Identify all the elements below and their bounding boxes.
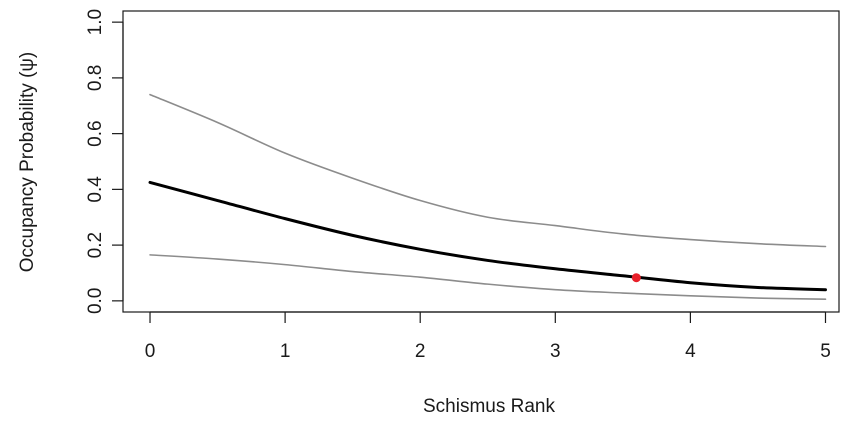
y-tick-label: 1.0 [85,9,106,35]
x-axis-title: Schismus Rank [423,396,555,417]
mean-estimate-line [150,182,825,289]
series-layer [150,95,825,300]
x-tick-label: 2 [415,341,426,362]
x-tick-label: 1 [280,341,291,362]
y-axis: 0.0 0.2 0.4 0.6 0.8 1.0 [85,9,123,314]
x-tick-label: 4 [685,341,696,362]
plot-frame [123,11,839,312]
y-tick-label: 0.0 [85,288,106,314]
y-axis-title: Occupancy Probability (ψ) [17,52,38,273]
y-tick-label: 0.8 [85,65,106,91]
x-tick-label: 3 [550,341,561,362]
y-tick-label: 0.6 [85,120,106,146]
y-tick-label: 0.2 [85,232,106,258]
x-tick-label: 0 [145,341,156,362]
upper-confidence-line [150,95,825,247]
y-tick-label: 0.4 [85,176,106,203]
x-axis: 0 1 2 3 4 5 [145,312,831,362]
highlight-point [632,273,641,282]
x-tick-label: 5 [820,341,831,362]
point-layer [632,273,641,282]
